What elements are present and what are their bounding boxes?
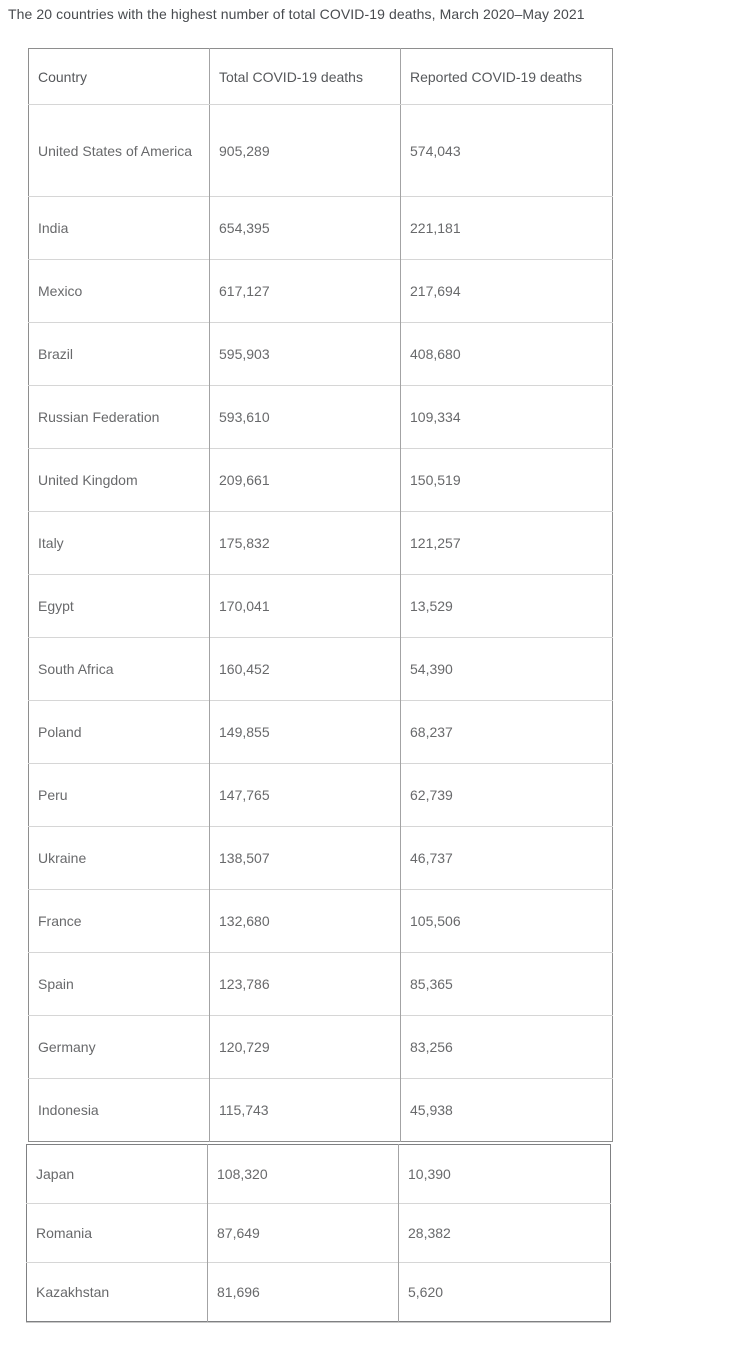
country-cell: Italy: [28, 511, 210, 575]
total-deaths-cell: 209,661: [209, 448, 401, 512]
reported-deaths-cell: 62,739: [400, 763, 613, 827]
table-row: Indonesia 115,743 45,938: [28, 1078, 613, 1142]
country-cell: Indonesia: [28, 1078, 210, 1142]
total-deaths-cell: 81,696: [207, 1262, 399, 1322]
table-row: Germany 120,729 83,256: [28, 1015, 613, 1079]
total-deaths-cell: 595,903: [209, 322, 401, 386]
country-cell: South Africa: [28, 637, 210, 701]
table-row: Ukraine 138,507 46,737: [28, 826, 613, 890]
country-cell: Russian Federation: [28, 385, 210, 449]
table-row: Japan 108,320 10,390: [27, 1144, 611, 1204]
table-row: Peru 147,765 62,739: [28, 763, 613, 827]
table-row: Italy 175,832 121,257: [28, 511, 613, 575]
table-row: South Africa 160,452 54,390: [28, 637, 613, 701]
total-deaths-cell: 175,832: [209, 511, 401, 575]
total-deaths-cell: 654,395: [209, 196, 401, 260]
total-deaths-cell: 593,610: [209, 385, 401, 449]
country-cell: United Kingdom: [28, 448, 210, 512]
table-row: Kazakhstan 81,696 5,620: [26, 1262, 611, 1322]
reported-deaths-cell: 5,620: [398, 1262, 611, 1322]
total-deaths-cell: 149,855: [209, 700, 401, 764]
column-header-country: Country: [28, 48, 210, 105]
table-row: United Kingdom 209,661 150,519: [28, 448, 613, 512]
reported-deaths-cell: 150,519: [400, 448, 613, 512]
total-deaths-cell: 108,320: [207, 1144, 399, 1204]
reported-deaths-cell: 408,680: [400, 322, 613, 386]
table-row: Mexico 617,127 217,694: [28, 259, 613, 323]
reported-deaths-cell: 13,529: [400, 574, 613, 638]
country-cell: Kazakhstan: [26, 1262, 208, 1322]
country-cell: Romania: [26, 1203, 208, 1263]
total-deaths-cell: 123,786: [209, 952, 401, 1016]
table-row: Poland 149,855 68,237: [28, 700, 613, 764]
header-row: Country Total COVID-19 deaths Reported C…: [28, 48, 613, 105]
total-deaths-cell: 115,743: [209, 1078, 401, 1142]
country-cell: United States of America: [38, 142, 193, 159]
reported-deaths-cell: 85,365: [400, 952, 613, 1016]
covid-deaths-table-continued: Japan 108,320 10,390 Romania 87,649 28,382 Kaz…: [26, 1144, 611, 1322]
reported-deaths-cell: 121,257: [400, 511, 613, 575]
country-cell: Ukraine: [28, 826, 210, 890]
reported-deaths-cell: 28,382: [398, 1203, 611, 1263]
reported-deaths-cell: 83,256: [400, 1015, 613, 1079]
total-deaths-cell: 87,649: [207, 1203, 399, 1263]
total-deaths-cell: 160,452: [209, 637, 401, 701]
total-deaths-cell: 138,507: [209, 826, 401, 890]
reported-deaths-cell: 68,237: [400, 700, 613, 764]
covid-deaths-table: Country Total COVID-19 deaths Reported C…: [28, 48, 613, 1142]
country-cell: Spain: [28, 952, 210, 1016]
country-cell: Mexico: [28, 259, 210, 323]
table-row: Egypt 170,041 13,529: [28, 574, 613, 638]
column-header-reported-deaths: Reported COVID-19 deaths: [400, 48, 613, 105]
table-row: Spain 123,786 85,365: [28, 952, 613, 1016]
reported-deaths-cell: 46,737: [400, 826, 613, 890]
reported-deaths-cell: 54,390: [400, 637, 613, 701]
country-cell: Poland: [28, 700, 210, 764]
covid-deaths-table-wrap: Country Total COVID-19 deaths Reported C…: [26, 48, 628, 1322]
country-cell: Japan: [36, 1166, 75, 1182]
table-body-tail: Japan 108,320 10,390 Romania 87,649 28,382 Kaz…: [26, 1144, 611, 1322]
table-body-main: United States of America 905,289 574,043 In…: [28, 104, 613, 1142]
table-row: Romania 87,649 28,382: [26, 1203, 611, 1263]
total-deaths-cell: 905,289: [209, 104, 401, 197]
country-cell: Egypt: [28, 574, 210, 638]
total-deaths-cell: 170,041: [209, 574, 401, 638]
country-cell: France: [28, 889, 210, 953]
table-row: France 132,680 105,506: [28, 889, 613, 953]
page-title: The 20 countries with the highest number…: [8, 6, 585, 22]
reported-deaths-cell: 221,181: [400, 196, 613, 260]
table-row: Brazil 595,903 408,680: [28, 322, 613, 386]
country-cell: India: [28, 196, 210, 260]
total-deaths-cell: 617,127: [209, 259, 401, 323]
table-row: Russian Federation 593,610 109,334: [28, 385, 613, 449]
country-cell: Peru: [28, 763, 210, 827]
reported-deaths-cell: 217,694: [400, 259, 613, 323]
column-header-total-deaths: Total COVID-19 deaths: [209, 48, 401, 105]
reported-deaths-cell: 10,390: [398, 1144, 611, 1204]
reported-deaths-cell: 574,043: [400, 104, 613, 197]
table-row: United States of America 905,289 574,043: [29, 104, 613, 197]
reported-deaths-cell: 105,506: [400, 889, 613, 953]
total-deaths-cell: 147,765: [209, 763, 401, 827]
reported-deaths-cell: 45,938: [400, 1078, 613, 1142]
country-cell: Germany: [28, 1015, 210, 1079]
table-row: India 654,395 221,181: [28, 196, 613, 260]
total-deaths-cell: 120,729: [209, 1015, 401, 1079]
total-deaths-cell: 132,680: [209, 889, 401, 953]
country-cell: Brazil: [28, 322, 210, 386]
reported-deaths-cell: 109,334: [400, 385, 613, 449]
